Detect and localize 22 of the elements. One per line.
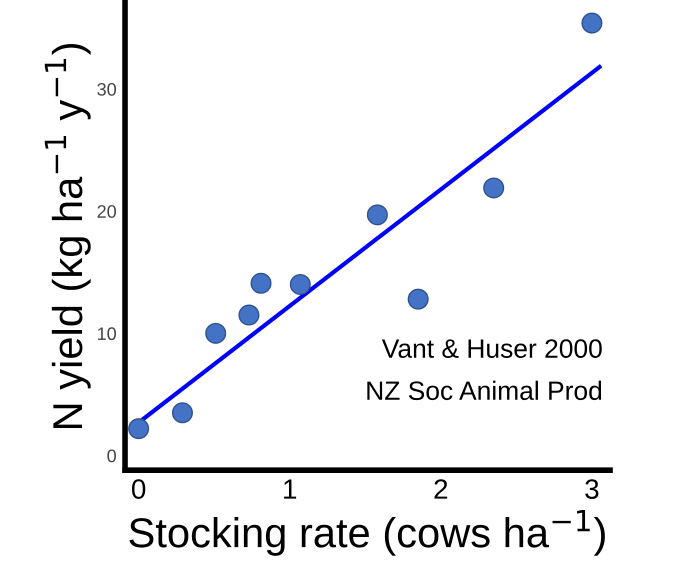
point bbox=[128, 418, 150, 440]
point bbox=[205, 322, 226, 344]
point bbox=[172, 402, 193, 424]
point bbox=[483, 177, 504, 198]
x-tick-label: 1 bbox=[284, 480, 296, 499]
x-tick-label: 3 bbox=[585, 479, 598, 499]
point bbox=[290, 274, 311, 296]
y-tick-label: 30 bbox=[97, 82, 116, 96]
point bbox=[581, 12, 602, 34]
y-tick-label: 0 bbox=[107, 449, 116, 462]
point bbox=[250, 272, 272, 294]
point bbox=[366, 204, 388, 226]
y-tick-label: 10 bbox=[98, 327, 116, 340]
point bbox=[238, 304, 260, 326]
annotation: NZ Soc Animal Prod bbox=[367, 380, 602, 400]
x-tick-label: 2 bbox=[434, 479, 448, 499]
annotation: Vant & Huser 2000 bbox=[382, 339, 602, 358]
point bbox=[408, 288, 429, 310]
y-tick-label: 20 bbox=[98, 205, 116, 218]
y-axis-title: N yield (kg ha$^{−1}$ y$^{−1}$) bbox=[44, 44, 91, 428]
x-tick-label: 0 bbox=[132, 479, 146, 499]
x-axis-title: Stocking rate (cows ha$^{−1}$) bbox=[129, 510, 605, 556]
